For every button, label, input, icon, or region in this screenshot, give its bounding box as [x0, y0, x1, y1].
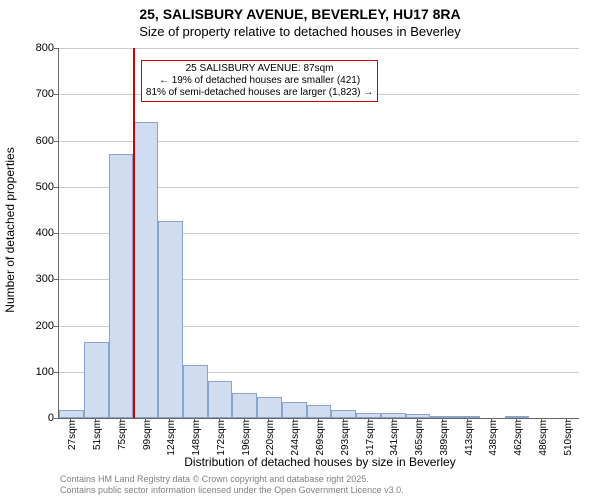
- x-tick-label: 365sqm: [414, 420, 425, 460]
- plot-area: 25 SALISBURY AVENUE: 87sqm← 19% of detac…: [58, 48, 579, 419]
- y-tick-label: 400: [14, 227, 54, 239]
- y-tick-label: 500: [14, 181, 54, 193]
- annotation-box: 25 SALISBURY AVENUE: 87sqm← 19% of detac…: [141, 60, 378, 102]
- x-tick-label: 293sqm: [340, 420, 351, 460]
- x-tick-label: 99sqm: [142, 420, 153, 460]
- x-tick-label: 148sqm: [191, 420, 202, 460]
- x-tick-label: 486sqm: [538, 420, 549, 460]
- histogram-bar: [109, 154, 134, 418]
- annotation-line2: ← 19% of detached houses are smaller (42…: [146, 75, 373, 87]
- y-tick: [54, 187, 58, 188]
- y-tick: [54, 94, 58, 95]
- annotation-line3: 81% of semi-detached houses are larger (…: [146, 87, 373, 99]
- footer-line1: Contains HM Land Registry data © Crown c…: [60, 474, 404, 485]
- x-tick-label: 269sqm: [315, 420, 326, 460]
- x-tick-label: 510sqm: [563, 420, 574, 460]
- y-tick: [54, 326, 58, 327]
- histogram-bar: [331, 410, 356, 418]
- histogram-bar: [208, 381, 233, 418]
- y-tick: [54, 48, 58, 49]
- x-tick-label: 438sqm: [488, 420, 499, 460]
- histogram-bar: [257, 397, 282, 418]
- histogram-bar: [133, 122, 158, 418]
- y-tick-label: 800: [14, 42, 54, 54]
- y-tick: [54, 141, 58, 142]
- histogram-bar: [356, 413, 381, 418]
- y-tick: [54, 372, 58, 373]
- histogram-bar: [84, 342, 109, 418]
- y-tick-label: 700: [14, 88, 54, 100]
- x-tick-label: 317sqm: [365, 420, 376, 460]
- x-tick-label: 462sqm: [513, 420, 524, 460]
- chart-container: 25, SALISBURY AVENUE, BEVERLEY, HU17 8RA…: [0, 0, 600, 500]
- histogram-bar: [59, 410, 84, 418]
- x-tick-label: 196sqm: [241, 420, 252, 460]
- histogram-bar: [232, 393, 257, 418]
- histogram-bar: [158, 221, 183, 418]
- x-tick-label: 124sqm: [166, 420, 177, 460]
- histogram-bar: [282, 402, 307, 418]
- gridline: [59, 48, 579, 49]
- y-tick-label: 100: [14, 366, 54, 378]
- histogram-bar: [455, 416, 480, 418]
- x-tick-label: 51sqm: [92, 420, 103, 460]
- x-tick-label: 413sqm: [464, 420, 475, 460]
- histogram-bar: [183, 365, 208, 418]
- footer-line2: Contains public sector information licen…: [60, 485, 404, 496]
- y-tick: [54, 418, 58, 419]
- x-tick-label: 172sqm: [216, 420, 227, 460]
- y-tick-label: 200: [14, 320, 54, 332]
- annotation-line1: 25 SALISBURY AVENUE: 87sqm: [146, 63, 373, 75]
- y-tick: [54, 279, 58, 280]
- y-tick: [54, 233, 58, 234]
- chart-subtitle: Size of property relative to detached ho…: [0, 24, 600, 39]
- y-tick-label: 300: [14, 273, 54, 285]
- reference-line: [133, 48, 135, 418]
- y-tick-label: 0: [14, 412, 54, 424]
- x-tick-label: 389sqm: [439, 420, 450, 460]
- histogram-bar: [307, 405, 332, 418]
- chart-title: 25, SALISBURY AVENUE, BEVERLEY, HU17 8RA: [0, 6, 600, 22]
- footer-note: Contains HM Land Registry data © Crown c…: [60, 474, 404, 496]
- x-tick-label: 341sqm: [389, 420, 400, 460]
- x-tick-label: 27sqm: [67, 420, 78, 460]
- x-tick-label: 220sqm: [265, 420, 276, 460]
- x-tick-label: 75sqm: [117, 420, 128, 460]
- histogram-bar: [430, 416, 455, 418]
- y-tick-label: 600: [14, 135, 54, 147]
- x-tick-label: 244sqm: [290, 420, 301, 460]
